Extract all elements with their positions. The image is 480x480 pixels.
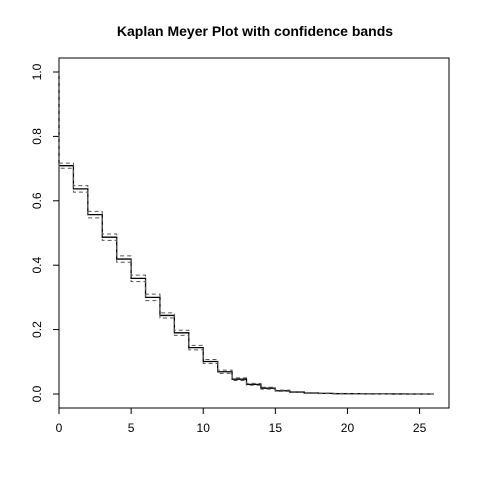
km-estimate-line	[58, 72, 434, 395]
y-tick-label-5: 1.0	[30, 63, 44, 80]
km-lower-band-line	[58, 72, 434, 395]
x-tick-label-25: 25	[413, 421, 427, 435]
chart-title: Kaplan Meyer Plot with confidence bands	[117, 23, 393, 39]
x-tick-label-15: 15	[269, 421, 283, 435]
series-group	[58, 72, 434, 395]
plot-frame	[58, 57, 450, 409]
x-tick-label-0: 0	[56, 421, 63, 435]
y-tick-label-0: 0.0	[30, 385, 44, 402]
x-tick-label-20: 20	[341, 421, 355, 435]
y-tick-label-1: 0.2	[30, 321, 44, 338]
axes: 0 5 10 15 20 25 0.0 0.2 0.4 0.6 0.8 1.0	[30, 63, 427, 435]
x-tick-label-10: 10	[197, 421, 211, 435]
y-tick-label-2: 0.4	[30, 257, 44, 274]
y-tick-label-4: 0.8	[30, 128, 44, 145]
x-tick-label-5: 5	[128, 421, 135, 435]
km-upper-band-line	[58, 72, 434, 395]
y-tick-label-3: 0.6	[30, 192, 44, 209]
